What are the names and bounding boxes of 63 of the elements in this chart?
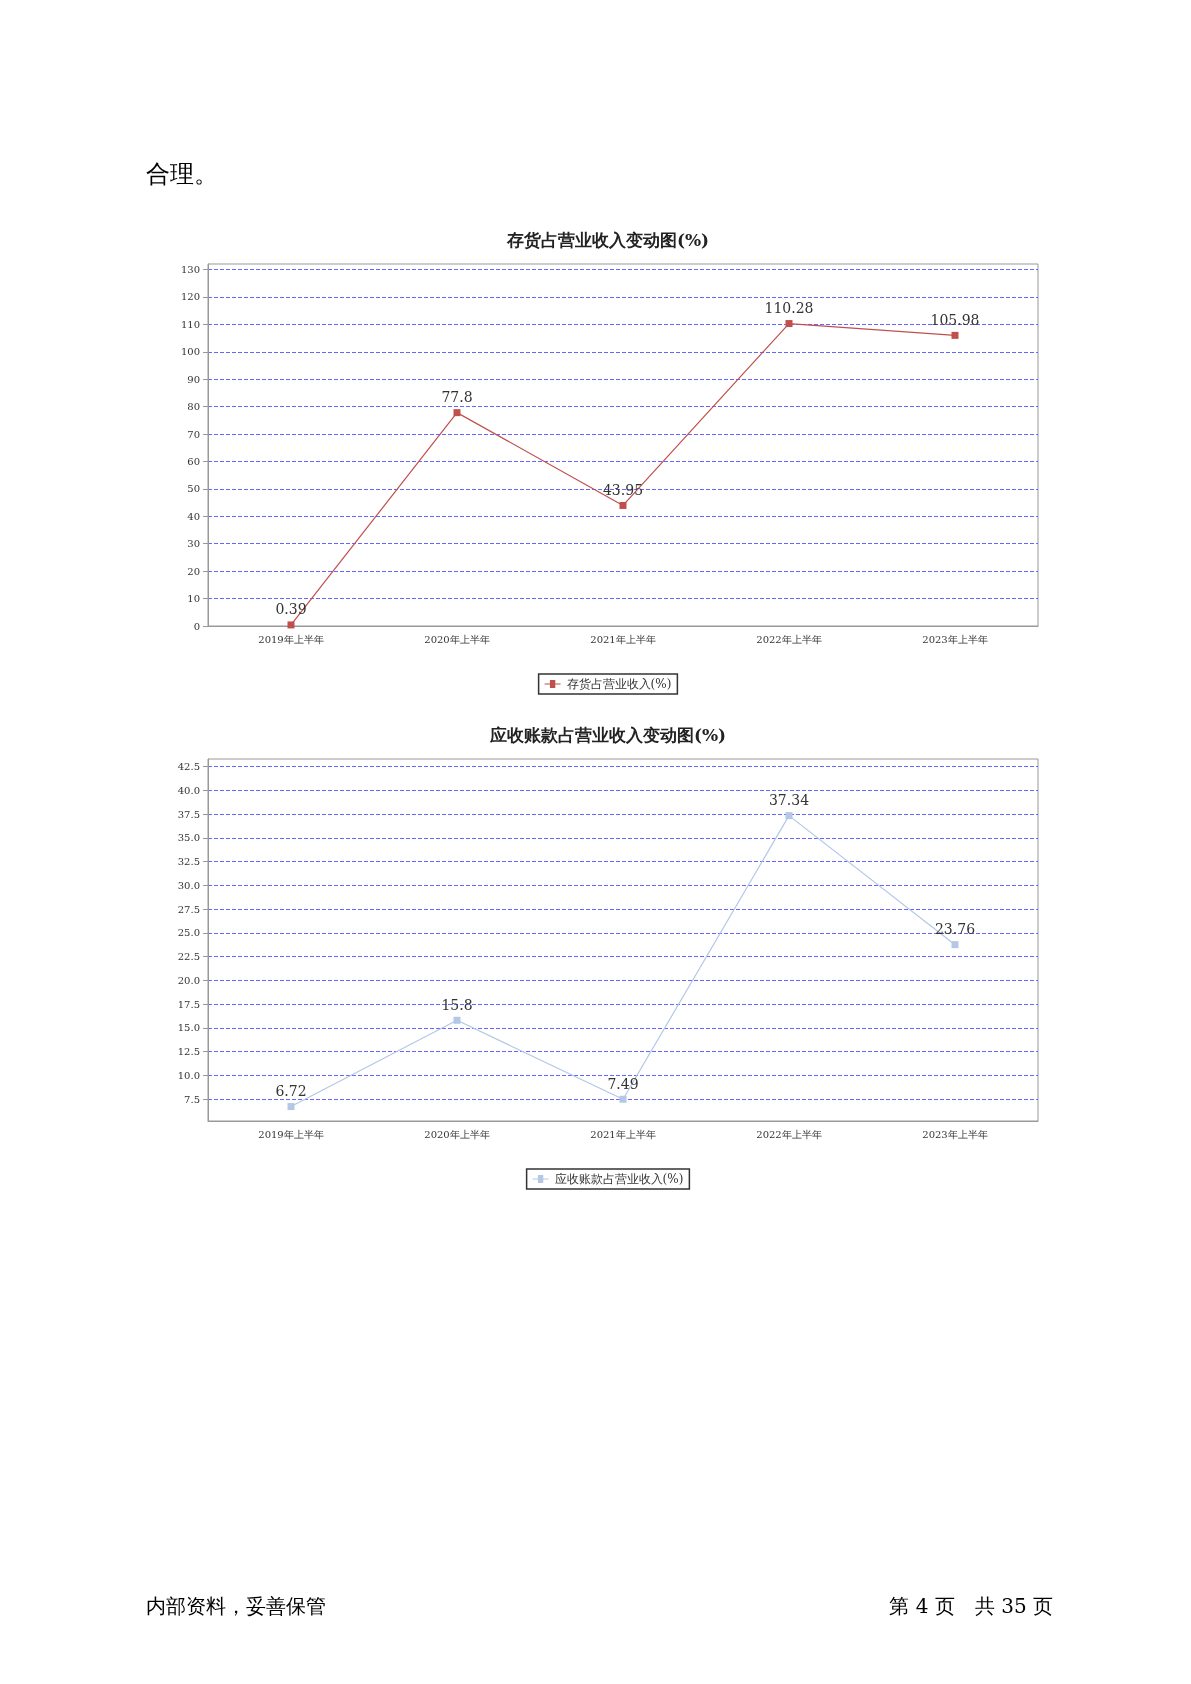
y-tick-label: 60: [187, 455, 200, 467]
y-tick-label: 70: [187, 428, 200, 440]
point: [785, 320, 793, 328]
point: [453, 1016, 461, 1024]
y-tick-label: 42.5: [177, 761, 200, 773]
x-tick-label: 2020年上半年: [424, 633, 490, 645]
point: [287, 1103, 295, 1111]
y-tick-label: 130: [180, 263, 200, 275]
text: 内部资料，妥善保管: [146, 1593, 326, 1620]
y-tick-label: 20: [187, 565, 200, 577]
x-tick-label: 2022年上半年: [756, 633, 822, 645]
y-tick-label: 50: [187, 483, 200, 495]
y-tick-label: 40.0: [177, 784, 200, 796]
data-label: 23.76: [934, 921, 976, 938]
y-tick-label: 27.5: [177, 903, 200, 915]
y-tick-label: 100: [180, 346, 200, 358]
y-tick-label: 30.0: [177, 879, 200, 891]
y-tick-label: 80: [187, 401, 200, 413]
point: [619, 1095, 627, 1103]
point: [785, 812, 793, 820]
point: [951, 941, 959, 949]
y-tick-label: 10.0: [177, 1069, 200, 1081]
x-tick-label: 2023年上半年: [922, 1128, 988, 1140]
y-tick-label: 40: [187, 510, 200, 522]
y-tick-label: 10: [187, 593, 200, 605]
y-tick-label: 25.0: [177, 927, 200, 939]
point: [951, 331, 959, 339]
y-tick-label: 120: [180, 291, 200, 303]
text: 合理。: [146, 159, 218, 190]
data-label: 77.8: [441, 389, 473, 406]
y-tick-label: 32.5: [177, 856, 200, 868]
data-label: 37.34: [768, 792, 810, 809]
chart-title: 应收账款占营业收入变动图(%): [488, 724, 727, 745]
x-tick-label: 2019年上半年: [258, 1128, 324, 1140]
point: [287, 621, 295, 629]
legend-label: 存货占营业收入(%): [566, 677, 672, 691]
x-tick-label: 2021年上半年: [590, 1128, 656, 1140]
data-label: 105.98: [930, 311, 980, 328]
point: [619, 501, 627, 509]
y-tick-label: 90: [187, 373, 200, 385]
y-tick-label: 20.0: [177, 974, 200, 986]
x-tick-label: 2021年上半年: [590, 633, 656, 645]
text: 第 4 页 共 35 页: [889, 1593, 1053, 1620]
y-tick-label: 30: [187, 538, 200, 550]
y-tick-label: 0: [193, 620, 200, 632]
y-tick-label: 37.5: [177, 808, 200, 820]
y-tick-label: 22.5: [177, 951, 200, 963]
y-tick-label: 110: [180, 318, 200, 330]
y-tick-label: 35.0: [177, 832, 200, 844]
data-label: 6.72: [275, 1083, 307, 1100]
x-tick-label: 2022年上半年: [756, 1128, 822, 1140]
data-label: 110.28: [764, 300, 814, 317]
y-tick-label: 17.5: [177, 998, 200, 1010]
x-tick-label: 2023年上半年: [922, 633, 988, 645]
x-tick-label: 2020年上半年: [424, 1128, 490, 1140]
y-tick-label: 15.0: [177, 1022, 200, 1034]
y-tick-label: 12.5: [177, 1046, 200, 1058]
x-tick-label: 2019年上半年: [258, 633, 324, 645]
legend-label: 应收账款占营业收入(%): [554, 1172, 684, 1186]
y-tick-label: 7.5: [184, 1093, 200, 1105]
point: [453, 409, 461, 417]
chart-title: 存货占营业收入变动图(%): [505, 229, 710, 250]
data-label: 7.49: [607, 1075, 639, 1092]
